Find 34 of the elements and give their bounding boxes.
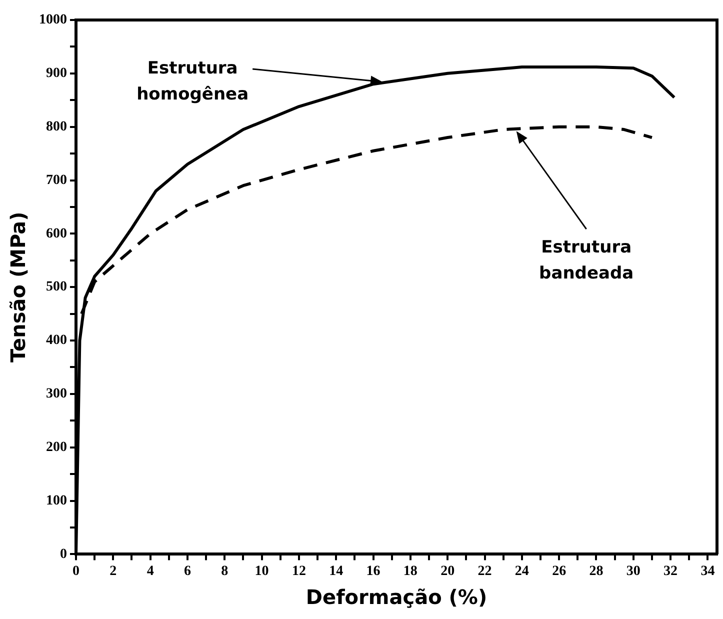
x-axis-title: Deformação (%) <box>306 585 488 610</box>
x-tick-label: 10 <box>254 564 269 580</box>
y-tick-label: 600 <box>46 226 67 242</box>
x-tick-label: 0 <box>72 564 80 580</box>
annotation: Estrutura bandeada <box>539 238 634 284</box>
y-tick-label: 0 <box>60 546 67 562</box>
x-tick-label: 30 <box>626 564 640 580</box>
annotation: Estrutura homogênea <box>136 58 249 104</box>
x-tick-label: 6 <box>184 564 191 580</box>
y-tick-label: 200 <box>46 440 67 455</box>
x-tick-label: 8 <box>221 564 228 580</box>
x-tick-label: 4 <box>146 564 154 580</box>
x-tick-label: 12 <box>292 564 306 580</box>
y-tick-label: 800 <box>46 119 67 134</box>
y-tick-label: 500 <box>46 280 67 295</box>
y-tick-label: 900 <box>46 66 67 82</box>
x-tick-label: 22 <box>478 564 492 580</box>
x-tick-label: 26 <box>552 564 566 580</box>
x-tick-label: 2 <box>110 564 117 580</box>
line-series <box>80 125 654 316</box>
x-tick-label: 34 <box>700 564 715 580</box>
x-tick-label: 24 <box>514 564 529 580</box>
x-tick-label: 14 <box>329 564 344 580</box>
x-tick-label: 20 <box>440 564 455 580</box>
x-tick-label: 32 <box>664 564 678 580</box>
x-tick-label: 16 <box>366 564 380 580</box>
y-tick-label: 400 <box>46 333 67 348</box>
x-tick-label: 28 <box>589 564 604 580</box>
x-tick-label: 18 <box>403 564 418 580</box>
y-tick-label: 100 <box>46 493 67 508</box>
y-tick-label: 1000 <box>39 12 67 28</box>
y-tick-label: 300 <box>46 386 67 402</box>
y-axis-title: Tensão (MPa) <box>6 212 30 362</box>
y-tick-label: 700 <box>46 172 67 188</box>
